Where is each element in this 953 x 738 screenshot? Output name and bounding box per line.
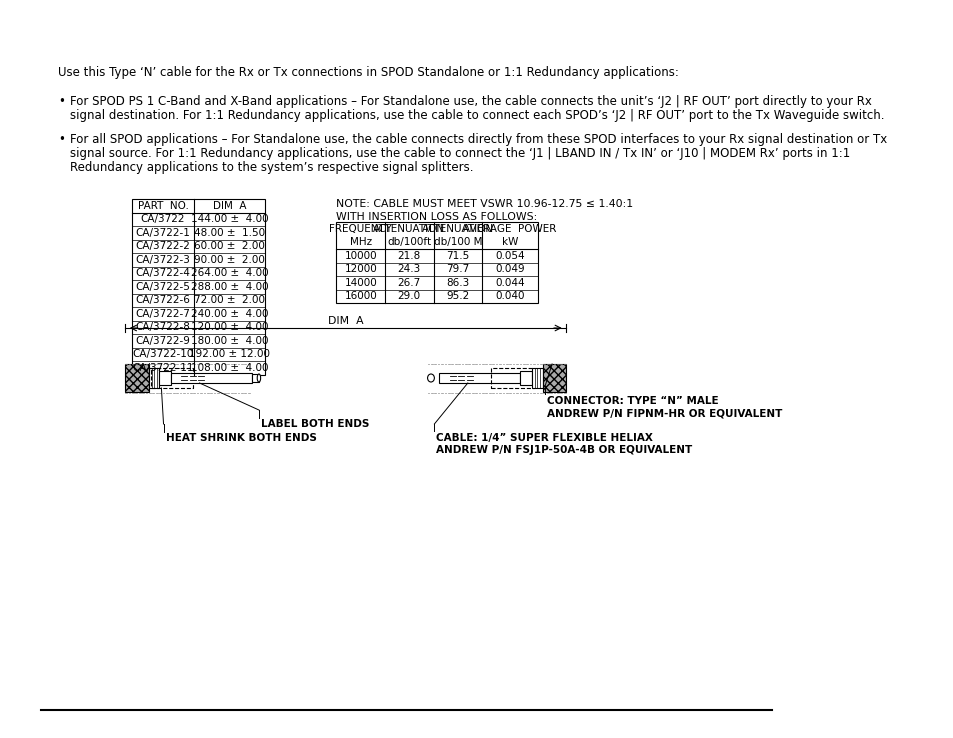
Text: kW: kW bbox=[501, 237, 517, 247]
Bar bbox=[171, 373, 252, 383]
Text: CONNECTOR: TYPE “N” MALE: CONNECTOR: TYPE “N” MALE bbox=[546, 396, 718, 406]
Text: CA/3722-4: CA/3722-4 bbox=[135, 268, 191, 278]
Text: CA/3722-11: CA/3722-11 bbox=[132, 363, 193, 373]
Text: For all SPOD applications – For Standalone use, the cable connects directly from: For all SPOD applications – For Standalo… bbox=[70, 133, 886, 146]
Bar bbox=[132, 199, 265, 374]
Text: CA/3722-5: CA/3722-5 bbox=[135, 282, 191, 292]
Text: NOTE: CABLE MUST MEET VSWR 10.96-12.75 ≤ 1.40:1: NOTE: CABLE MUST MEET VSWR 10.96-12.75 ≤… bbox=[336, 199, 633, 209]
Ellipse shape bbox=[257, 374, 260, 382]
Text: 0.054: 0.054 bbox=[495, 251, 524, 261]
Text: •: • bbox=[58, 95, 65, 108]
Text: signal destination. For 1:1 Redundancy applications, use the cable to connect ea: signal destination. For 1:1 Redundancy a… bbox=[70, 109, 883, 122]
Text: 71.5: 71.5 bbox=[446, 251, 469, 261]
Text: CA/3722-7: CA/3722-7 bbox=[135, 308, 191, 319]
Bar bbox=[491, 368, 534, 388]
Text: 180.00 ±  4.00: 180.00 ± 4.00 bbox=[191, 336, 268, 345]
Text: MHz: MHz bbox=[350, 237, 372, 247]
Bar bbox=[542, 364, 566, 392]
Text: For SPOD PS 1 C-Band and X-Band applications – For Standalone use, the cable con: For SPOD PS 1 C-Band and X-Band applicat… bbox=[70, 95, 871, 108]
Text: HEAT SHRINK BOTH ENDS: HEAT SHRINK BOTH ENDS bbox=[166, 433, 316, 443]
Text: •: • bbox=[58, 133, 65, 146]
Text: WITH INSERTION LOSS AS FOLLOWS:: WITH INSERTION LOSS AS FOLLOWS: bbox=[336, 212, 537, 222]
Text: 26.7: 26.7 bbox=[397, 277, 420, 288]
Bar bbox=[159, 371, 171, 385]
Text: LABEL BOTH ENDS: LABEL BOTH ENDS bbox=[261, 419, 370, 429]
Text: 10000: 10000 bbox=[344, 251, 376, 261]
Text: 12000: 12000 bbox=[344, 264, 376, 275]
Text: signal source. For 1:1 Redundancy applications, use the cable to connect the ‘J1: signal source. For 1:1 Redundancy applic… bbox=[70, 147, 849, 160]
Bar bbox=[151, 368, 193, 388]
Text: CABLE: 1/4” SUPER FLEXIBLE HELIAX: CABLE: 1/4” SUPER FLEXIBLE HELIAX bbox=[436, 433, 652, 443]
Text: 86.3: 86.3 bbox=[446, 277, 469, 288]
Text: db/100ft: db/100ft bbox=[387, 237, 431, 247]
Text: 288.00 ±  4.00: 288.00 ± 4.00 bbox=[191, 282, 268, 292]
Text: Use this Type ‘N’ cable for the Rx or Tx connections in SPOD Standalone or 1:1 R: Use this Type ‘N’ cable for the Rx or Tx… bbox=[58, 66, 679, 79]
Text: 16000: 16000 bbox=[344, 292, 376, 301]
Text: 0.049: 0.049 bbox=[495, 264, 524, 275]
Text: 24.3: 24.3 bbox=[397, 264, 420, 275]
Text: PART  NO.: PART NO. bbox=[137, 201, 189, 211]
Text: db/100 M: db/100 M bbox=[433, 237, 481, 247]
Bar bbox=[519, 371, 532, 385]
Text: CA/3722-3: CA/3722-3 bbox=[135, 255, 191, 265]
Bar bbox=[542, 364, 566, 392]
Text: 240.00 ±  4.00: 240.00 ± 4.00 bbox=[191, 308, 268, 319]
Text: Redundancy applications to the system’s respective signal splitters.: Redundancy applications to the system’s … bbox=[70, 161, 473, 174]
Bar bbox=[149, 368, 159, 388]
Bar bbox=[252, 374, 258, 382]
Text: CA/3722-8: CA/3722-8 bbox=[135, 323, 191, 332]
Text: 14000: 14000 bbox=[344, 277, 376, 288]
Circle shape bbox=[427, 374, 434, 382]
Bar bbox=[439, 373, 519, 383]
Text: 0.040: 0.040 bbox=[495, 292, 524, 301]
Text: 21.8: 21.8 bbox=[397, 251, 420, 261]
Text: 48.00 ±  1.50: 48.00 ± 1.50 bbox=[193, 228, 265, 238]
Text: FREQUENCY: FREQUENCY bbox=[329, 224, 392, 234]
Text: CA/3722: CA/3722 bbox=[141, 214, 185, 224]
Text: CA/3722-10: CA/3722-10 bbox=[132, 349, 193, 359]
Text: DIM  A: DIM A bbox=[213, 201, 246, 211]
Text: DIM  A: DIM A bbox=[328, 316, 363, 326]
Text: ANDREW P/N FIPNM-HR OR EQUIVALENT: ANDREW P/N FIPNM-HR OR EQUIVALENT bbox=[546, 408, 781, 418]
Text: ATTENUATION: ATTENUATION bbox=[373, 224, 445, 234]
Bar bbox=[336, 222, 537, 303]
Text: 0.044: 0.044 bbox=[495, 277, 524, 288]
Text: 95.2: 95.2 bbox=[446, 292, 469, 301]
Bar bbox=[532, 368, 542, 388]
Bar bbox=[125, 364, 149, 392]
Text: ANDREW P/N FSJ1P-50A-4B OR EQUIVALENT: ANDREW P/N FSJ1P-50A-4B OR EQUIVALENT bbox=[436, 445, 692, 455]
Text: CA/3722-2: CA/3722-2 bbox=[135, 241, 191, 251]
Text: 29.0: 29.0 bbox=[397, 292, 420, 301]
Text: 120.00 ±  4.00: 120.00 ± 4.00 bbox=[191, 323, 268, 332]
Text: ATTENUATION: ATTENUATION bbox=[421, 224, 494, 234]
Text: CA/3722-6: CA/3722-6 bbox=[135, 295, 191, 306]
Text: 79.7: 79.7 bbox=[446, 264, 469, 275]
Text: CA/3722-1: CA/3722-1 bbox=[135, 228, 191, 238]
Text: AVERAGE  POWER: AVERAGE POWER bbox=[463, 224, 557, 234]
Text: 192.00 ± 12.00: 192.00 ± 12.00 bbox=[189, 349, 270, 359]
Text: 90.00 ±  2.00: 90.00 ± 2.00 bbox=[193, 255, 265, 265]
Text: 60.00 ±  2.00: 60.00 ± 2.00 bbox=[193, 241, 265, 251]
Text: 108.00 ±  4.00: 108.00 ± 4.00 bbox=[191, 363, 268, 373]
Bar bbox=[125, 364, 149, 392]
Text: 72.00 ±  2.00: 72.00 ± 2.00 bbox=[193, 295, 265, 306]
Text: 144.00 ±  4.00: 144.00 ± 4.00 bbox=[191, 214, 268, 224]
Text: 264.00 ±  4.00: 264.00 ± 4.00 bbox=[191, 268, 268, 278]
Text: CA/3722-9: CA/3722-9 bbox=[135, 336, 191, 345]
